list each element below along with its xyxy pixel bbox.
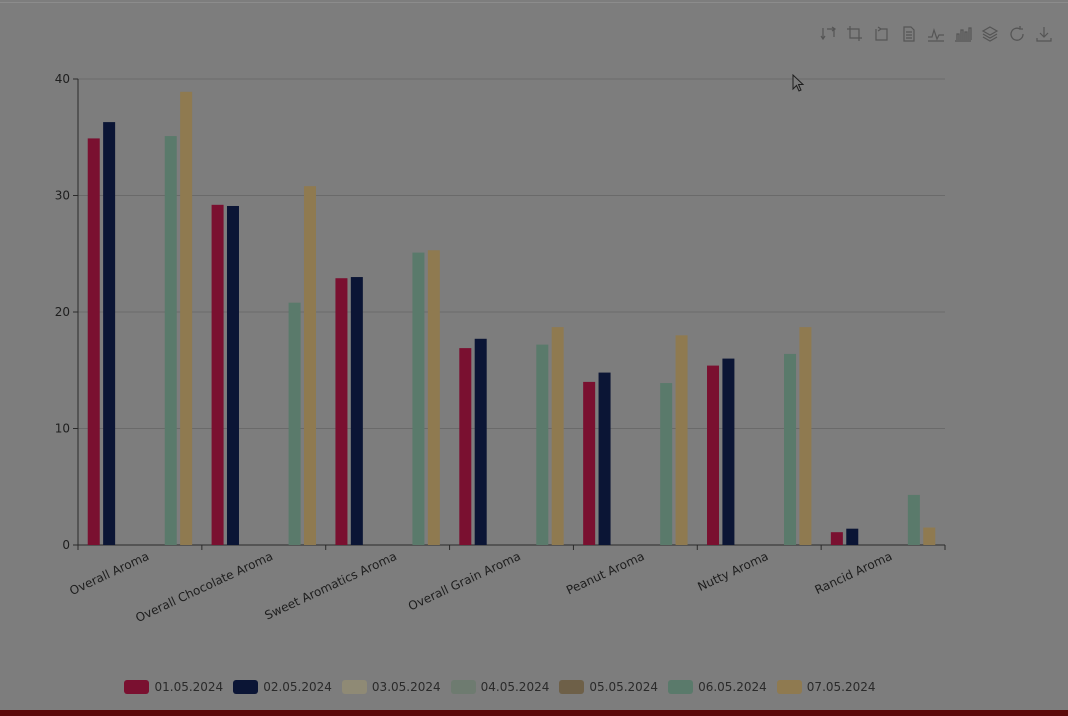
legend-item[interactable]: 06.05.2024 (668, 680, 767, 694)
bar (87, 138, 100, 546)
bottom-bar (0, 710, 1068, 716)
y-tick-label: 0 (62, 538, 70, 552)
bar (583, 381, 596, 545)
bar (180, 91, 193, 545)
bar (303, 186, 316, 545)
legend-item[interactable]: 04.05.2024 (450, 680, 550, 694)
x-tick-label: Sweet Aromatics Aroma (263, 549, 399, 623)
legend-label: 06.05.2024 (698, 680, 767, 694)
x-tick-label: Nutty Aroma (696, 549, 771, 594)
bar (536, 344, 549, 545)
restore-icon[interactable] (1007, 24, 1027, 44)
legend-swatch (776, 680, 802, 694)
transform-icon[interactable] (818, 24, 838, 44)
crop-reset-icon[interactable] (872, 24, 892, 44)
legend-swatch (559, 680, 585, 694)
bar (474, 338, 487, 545)
y-tick-label: 30 (55, 189, 70, 203)
bar (846, 528, 859, 545)
legend-label: 01.05.2024 (154, 680, 224, 694)
crop-icon[interactable] (845, 24, 865, 44)
bar (799, 327, 812, 545)
legend-label: 03.05.2024 (371, 680, 441, 694)
legend-swatch (124, 680, 150, 694)
x-tick-label: Overall Grain Aroma (406, 549, 523, 613)
bar (907, 494, 920, 545)
legend-label: 05.05.2024 (589, 680, 659, 694)
download-icon[interactable] (1034, 24, 1054, 44)
bar (427, 250, 440, 545)
legend-swatch (450, 680, 476, 694)
x-tick-label: Overall Aroma (67, 549, 151, 598)
legend-swatch (233, 680, 259, 694)
y-tick-label: 20 (55, 305, 70, 319)
bar (675, 335, 688, 545)
bar (722, 358, 735, 545)
legend-label: 04.05.2024 (480, 680, 550, 694)
stack-icon[interactable] (980, 24, 1000, 44)
bar (350, 277, 363, 545)
bar (103, 122, 116, 545)
bar (226, 205, 239, 546)
chart-legend: 01.05.2024 02.05.2024 03.05.2024 04.05.2024… (0, 680, 1000, 694)
bar (288, 302, 301, 545)
legend-item[interactable]: 02.05.2024 (233, 680, 332, 694)
legend-swatch (341, 680, 367, 694)
y-tick-label: 40 (55, 72, 70, 86)
legend-swatch (668, 680, 694, 694)
bar (784, 353, 797, 545)
bar (335, 278, 348, 545)
bar (598, 372, 611, 545)
x-tick-label: Rancid Aroma (813, 549, 895, 597)
bar (459, 348, 472, 545)
bar (164, 136, 177, 545)
chart-toolbox (818, 24, 1054, 44)
x-tick-label: Peanut Aroma (564, 549, 647, 597)
bar (923, 527, 936, 545)
data-view-icon[interactable] (899, 24, 919, 44)
bar (412, 252, 425, 545)
bar (707, 365, 720, 545)
bar (660, 383, 673, 545)
mouse-cursor-icon (792, 74, 805, 92)
bar-chart-icon[interactable] (953, 24, 973, 44)
line-chart-icon[interactable] (926, 24, 946, 44)
y-tick-label: 10 (55, 422, 70, 436)
x-tick-label: Overall Chocolate Aroma (133, 549, 275, 625)
bar (551, 327, 564, 545)
bar (830, 532, 843, 545)
legend-item[interactable]: 05.05.2024 (559, 680, 658, 694)
bar (211, 204, 224, 545)
legend-item[interactable]: 07.05.2024 (776, 680, 876, 694)
legend-label: 07.05.2024 (806, 680, 876, 694)
legend-label: 02.05.2024 (263, 680, 332, 694)
legend-item[interactable]: 01.05.2024 (124, 680, 223, 694)
top-divider (0, 2, 1068, 3)
legend-item[interactable]: 03.05.2024 (341, 680, 441, 694)
